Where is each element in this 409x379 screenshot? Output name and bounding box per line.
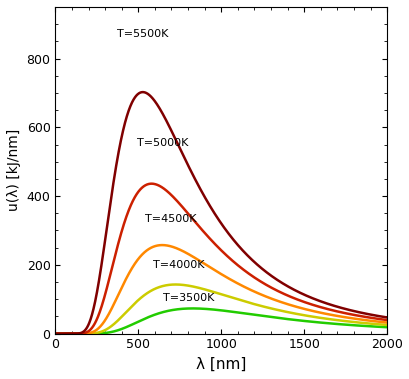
Text: T=4000K: T=4000K [153, 260, 204, 270]
Text: T=5000K: T=5000K [136, 138, 188, 148]
Y-axis label: u(λ) [kJ/nm]: u(λ) [kJ/nm] [7, 129, 21, 211]
X-axis label: λ [nm]: λ [nm] [196, 357, 246, 372]
Text: T=3500K: T=3500K [163, 293, 214, 303]
Text: T=5500K: T=5500K [117, 28, 168, 39]
Text: T=4500K: T=4500K [145, 214, 196, 224]
